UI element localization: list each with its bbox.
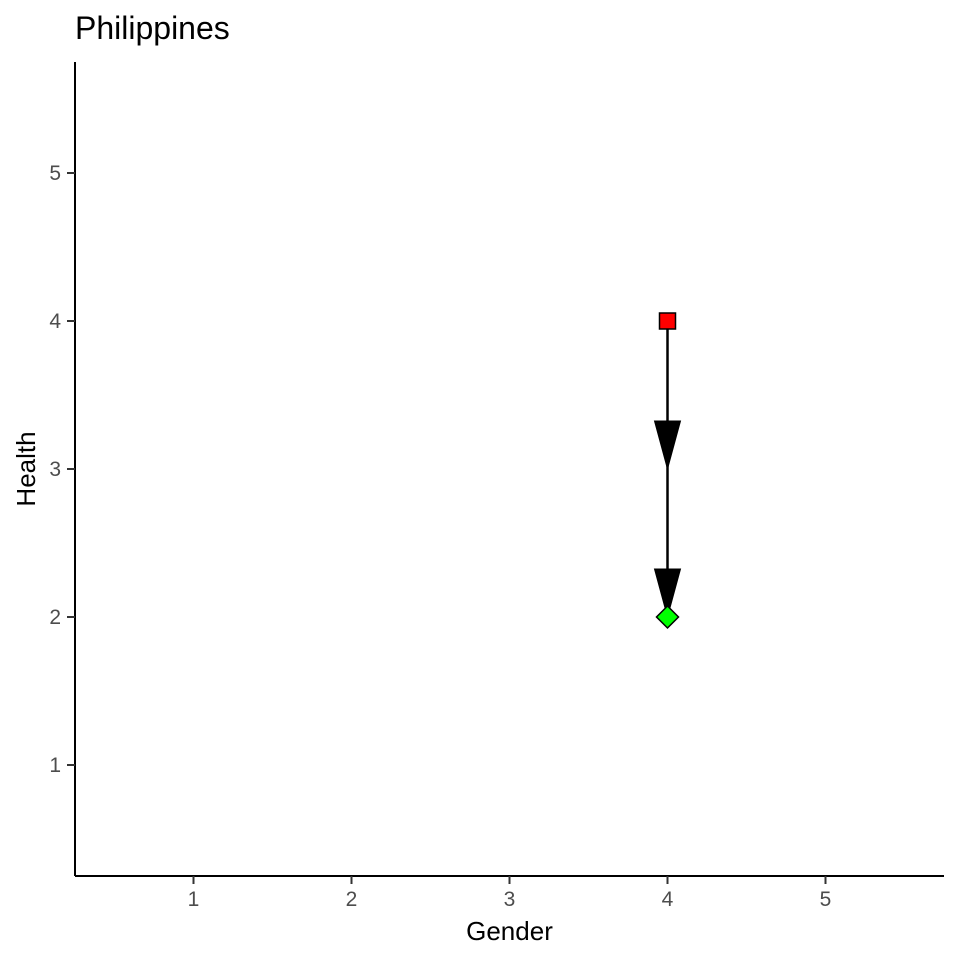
arrow	[653, 469, 682, 619]
x-axis-ticks: 1 2 3 4 5	[188, 876, 832, 911]
x-tick-label: 2	[346, 888, 358, 911]
chart-title: Philippines	[75, 10, 230, 46]
x-tick-label: 3	[504, 888, 516, 911]
y-axis-ticks: 1 2 3 4 5	[49, 162, 75, 777]
y-tick-label: 4	[49, 310, 61, 333]
arrow-head	[653, 420, 682, 471]
x-tick-label: 4	[662, 888, 674, 911]
y-tick-label: 1	[49, 754, 61, 777]
y-tick-label: 5	[49, 162, 61, 185]
x-axis-title: Gender	[466, 916, 553, 946]
x-tick-label: 5	[820, 888, 832, 911]
arrow-head	[653, 568, 682, 619]
data-point-diamond	[655, 604, 680, 630]
arrow	[653, 321, 682, 471]
data-point-square	[658, 312, 677, 330]
y-tick-label: 3	[49, 458, 61, 481]
x-tick-label: 1	[188, 888, 200, 911]
plot-area	[653, 312, 682, 630]
y-axis-title: Health	[11, 431, 41, 506]
y-tick-label: 2	[49, 606, 61, 629]
